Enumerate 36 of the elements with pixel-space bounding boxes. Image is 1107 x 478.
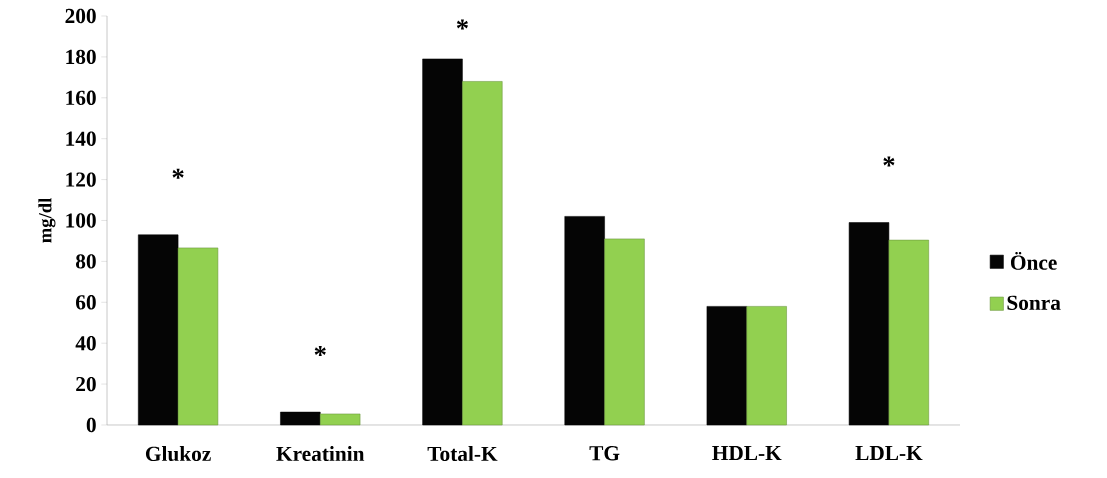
x-tick-label: Total-K <box>427 446 498 462</box>
y-tick-label: 100 <box>66 213 96 228</box>
annotation: * <box>883 156 895 167</box>
x-tick-label: TG <box>589 446 620 461</box>
annotation: * <box>314 346 326 357</box>
bar <box>462 81 503 426</box>
y-tick-label: 140 <box>66 131 96 146</box>
annotation: * <box>172 168 184 179</box>
x-tick-label: HDL-K <box>712 446 782 461</box>
y-tick-label: 160 <box>66 90 96 105</box>
bar <box>888 239 929 426</box>
bar <box>706 306 748 426</box>
bar <box>746 306 787 426</box>
y-tick-label: 180 <box>66 49 96 65</box>
bar <box>848 222 890 426</box>
bar <box>564 216 605 426</box>
y-tick-label: 60 <box>76 295 96 310</box>
y-tick-label: 20 <box>76 376 96 392</box>
legend-label: Önce <box>1010 251 1057 270</box>
x-tick-label: Glukoz <box>145 446 211 462</box>
bar <box>138 234 179 426</box>
annotation: * <box>456 19 468 30</box>
legend-label: Sonra <box>1007 295 1061 310</box>
x-tick-label: Kreatinin <box>276 446 365 462</box>
bar <box>422 58 463 426</box>
y-tick-label: 40 <box>75 336 96 351</box>
bar <box>319 413 361 426</box>
bar <box>604 238 645 426</box>
y-axis-title: mg/dl <box>38 197 56 243</box>
y-tick-label: 0 <box>86 417 96 433</box>
x-tick-label: LDL-K <box>855 446 923 461</box>
bar <box>177 247 219 426</box>
bar <box>280 411 321 426</box>
y-tick-label: 120 <box>66 172 96 187</box>
y-tick-label: 200 <box>65 8 96 24</box>
y-tick-label: 80 <box>75 254 96 269</box>
